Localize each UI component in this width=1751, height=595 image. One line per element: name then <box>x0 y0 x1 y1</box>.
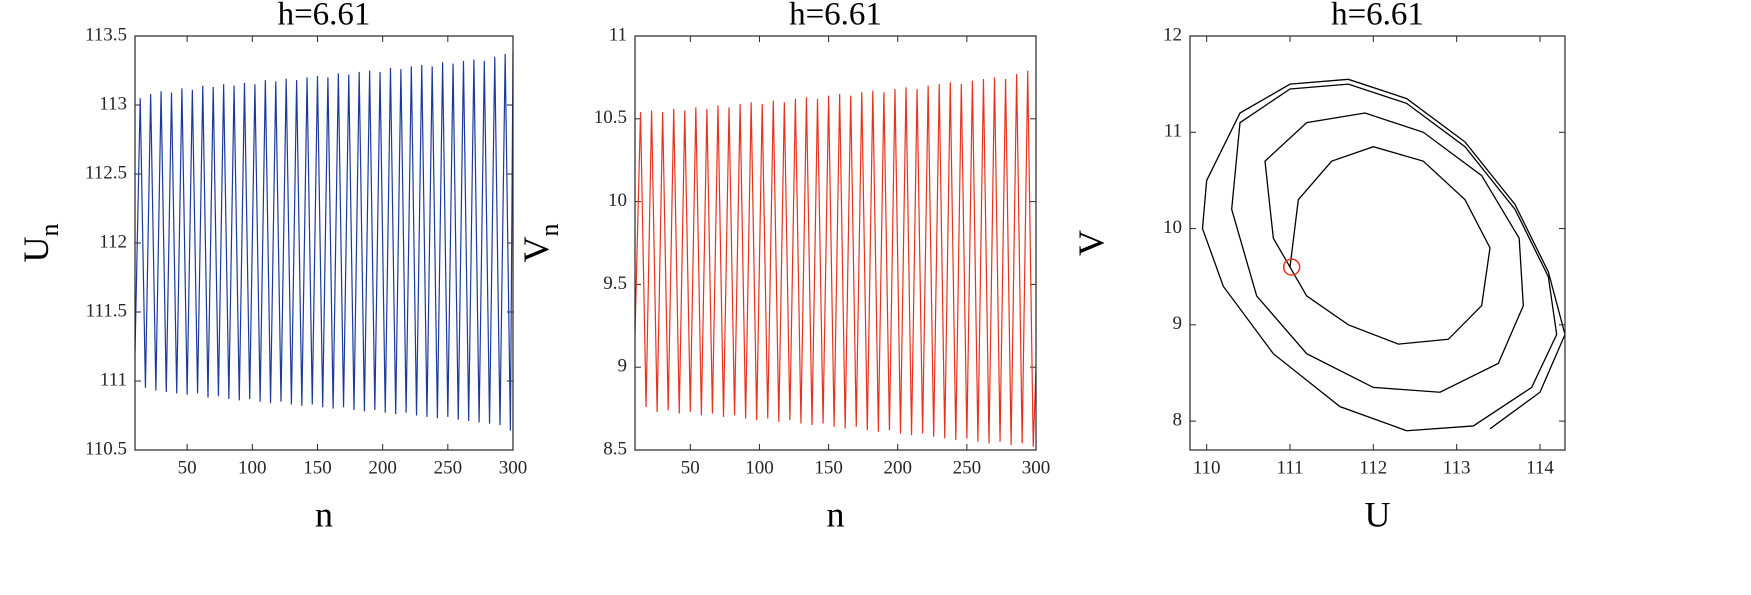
y-tick-label: 9 <box>618 356 628 377</box>
x-tick-label: 250 <box>953 457 982 478</box>
y-tick-label: 10 <box>1163 217 1182 238</box>
y-tick-label: 111.5 <box>86 300 127 321</box>
x-tick-label: 250 <box>434 457 463 478</box>
y-axis-label-sub: n <box>35 224 64 237</box>
axes-box <box>634 35 1037 451</box>
chart-title: h=6.61 <box>789 0 882 33</box>
x-tick-label: 300 <box>1022 457 1051 478</box>
x-tick-label: 111 <box>1276 457 1303 478</box>
y-tick-label: 12 <box>1163 24 1182 45</box>
y-axis-label: Vn <box>516 224 564 263</box>
x-tick-label: 113 <box>1443 457 1471 478</box>
y-tick-label: 10 <box>608 190 627 211</box>
x-tick-label: 110 <box>1193 457 1221 478</box>
y-tick-label: 110.5 <box>85 438 127 459</box>
y-tick-label: 113 <box>99 93 127 114</box>
series-line <box>635 70 1036 447</box>
x-tick-label: 100 <box>238 457 267 478</box>
y-tick-label: 9 <box>1173 313 1183 334</box>
x-axis-label: U <box>1365 494 1391 534</box>
y-tick-label: 112.5 <box>85 162 127 183</box>
subplot: h=6.61 50 100 150 200 250 300 110.5 111 111.5 112 1… <box>16 0 527 534</box>
y-tick-label: 113.5 <box>85 24 127 45</box>
chart-title: h=6.61 <box>1331 0 1424 33</box>
series-line <box>135 52 513 431</box>
x-axis-label: n <box>827 494 845 534</box>
y-tick-label: 111 <box>100 369 127 390</box>
x-tick-label: 150 <box>814 457 843 478</box>
x-tick-label: 112 <box>1359 457 1387 478</box>
x-tick-label: 150 <box>303 457 332 478</box>
axes-box <box>1189 35 1566 451</box>
x-tick-label: 50 <box>681 457 700 478</box>
x-tick-label: 50 <box>178 457 197 478</box>
y-axis-label-main: V <box>1071 230 1111 256</box>
y-axis-label: Un <box>16 224 64 263</box>
y-tick-label: 112 <box>99 231 127 252</box>
y-tick-label: 11 <box>1164 121 1182 142</box>
y-axis-label-sub: n <box>535 224 564 237</box>
chart-title: h=6.61 <box>278 0 371 33</box>
axes-box <box>134 35 514 451</box>
y-tick-label: 10.5 <box>594 107 627 128</box>
trajectory <box>1201 78 1565 432</box>
x-axis-label: n <box>315 494 333 534</box>
y-axis-label: V <box>1071 230 1111 256</box>
x-tick-label: 200 <box>883 457 912 478</box>
y-tick-label: 9.5 <box>603 273 627 294</box>
y-tick-label: 11 <box>609 24 627 45</box>
y-tick-label: 8 <box>1173 409 1183 430</box>
y-axis-label-main: U <box>16 237 56 263</box>
y-axis-label-main: V <box>516 237 556 263</box>
y-tick-label: 8.5 <box>603 438 627 459</box>
x-tick-label: 200 <box>368 457 397 478</box>
x-tick-label: 114 <box>1526 457 1554 478</box>
start-marker <box>1282 258 1301 276</box>
x-tick-label: 100 <box>745 457 774 478</box>
x-tick-label: 300 <box>499 457 528 478</box>
subplot: h=6.61 110 111 112 113 114 8 9 10 11 12 U V <box>1071 0 1566 534</box>
